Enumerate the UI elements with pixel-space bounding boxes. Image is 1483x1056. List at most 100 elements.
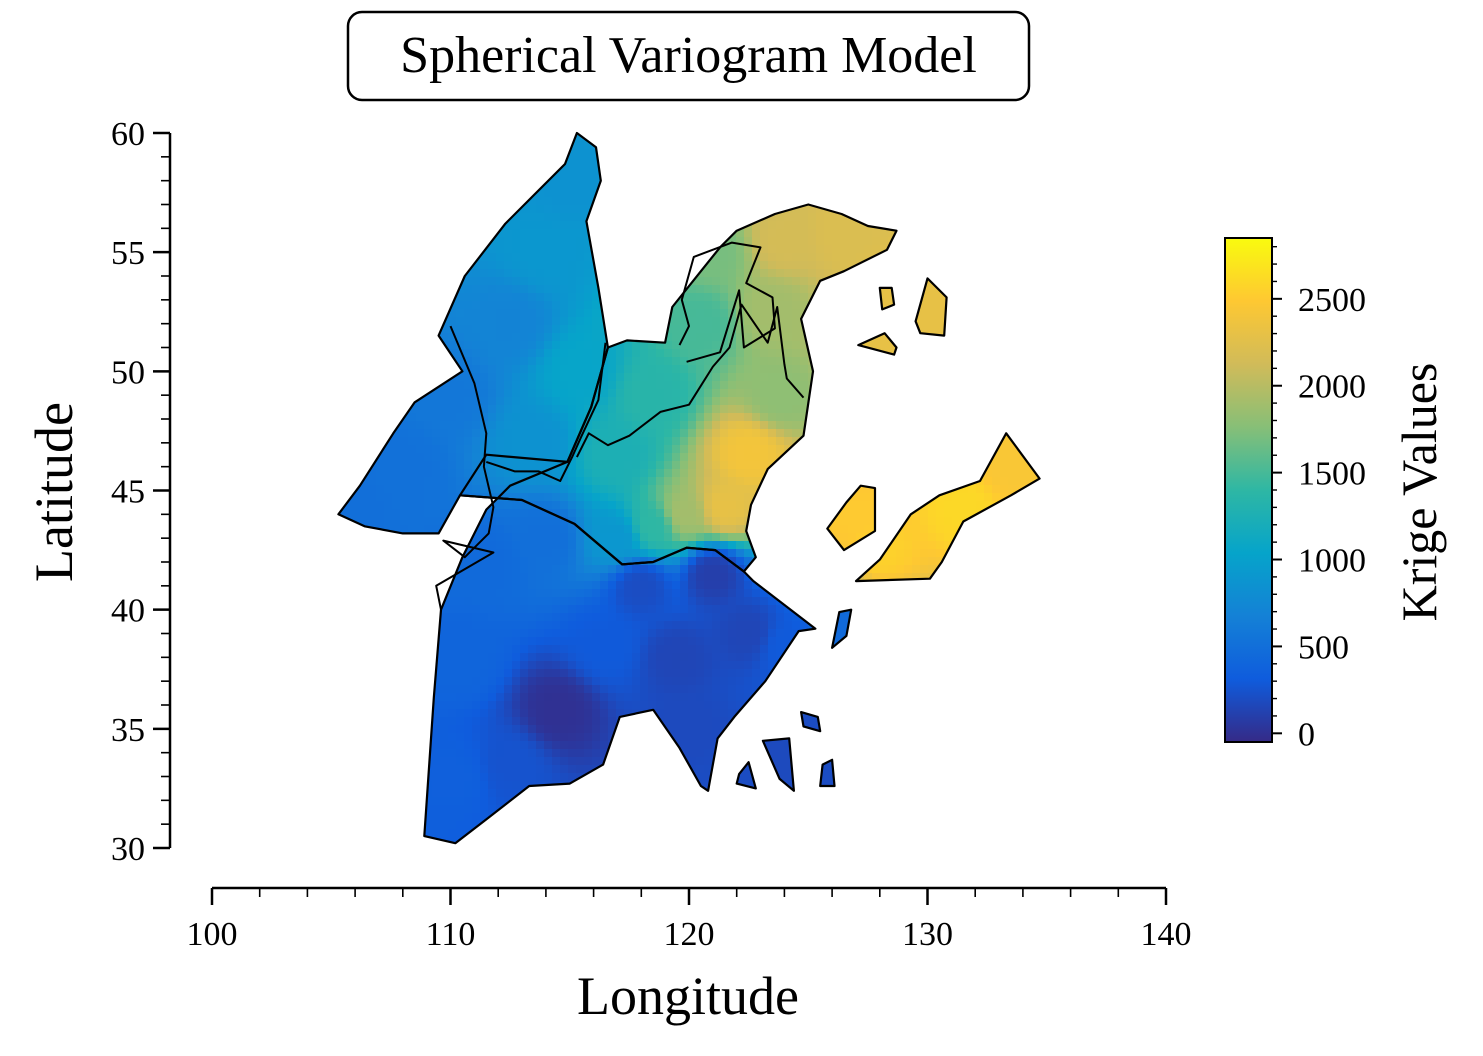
surface-cell <box>952 421 961 430</box>
surface-cell <box>744 325 753 334</box>
surface-cell <box>832 485 841 494</box>
surface-cell <box>888 165 897 174</box>
surface-cell <box>720 517 729 526</box>
surface-cell <box>944 165 953 174</box>
surface-cell <box>960 213 969 222</box>
surface-cell <box>984 485 993 494</box>
surface-cell <box>960 325 969 334</box>
surface-cell <box>592 429 601 438</box>
surface-cell <box>848 149 857 158</box>
surface-cell <box>392 149 401 158</box>
surface-cell <box>552 333 561 342</box>
surface-cell <box>920 253 929 262</box>
surface-cell <box>1024 381 1033 390</box>
surface-cell <box>656 165 665 174</box>
surface-cell <box>720 437 729 446</box>
surface-cell <box>784 325 793 334</box>
surface-cell <box>584 141 593 150</box>
surface-cell <box>928 429 937 438</box>
surface-cell <box>1008 197 1017 206</box>
surface-cell <box>1032 229 1040 238</box>
surface-cell <box>816 493 825 502</box>
surface-cell <box>472 429 481 438</box>
surface-cell <box>536 517 545 526</box>
surface-cell <box>592 557 601 566</box>
surface-cell <box>640 461 649 470</box>
surface-cell <box>480 181 489 190</box>
surface-cell <box>344 285 353 294</box>
surface-cell <box>792 253 801 262</box>
surface-cell <box>672 189 681 198</box>
surface-cell <box>752 245 761 254</box>
surface-cell <box>696 453 705 462</box>
surface-cell <box>536 237 545 246</box>
surface-cell <box>728 373 737 382</box>
surface-cell <box>320 333 329 342</box>
surface-cell <box>736 197 745 206</box>
surface-cell <box>712 293 721 302</box>
surface-cell <box>816 293 825 302</box>
surface-cell <box>376 389 385 398</box>
surface-cell <box>328 189 337 198</box>
surface-cell <box>960 189 969 198</box>
surface-cell <box>824 253 833 262</box>
surface-cell <box>920 133 929 142</box>
surface-cell <box>616 237 625 246</box>
surface-cell <box>360 141 369 150</box>
surface-cell <box>568 197 577 206</box>
surface-cell <box>752 445 761 454</box>
surface-cell <box>338 405 345 414</box>
surface-cell <box>368 301 377 310</box>
surface-cell <box>800 469 809 478</box>
surface-cell <box>968 141 977 150</box>
surface-cell <box>960 197 969 206</box>
surface-cell <box>472 285 481 294</box>
surface-cell <box>352 357 361 366</box>
surface-cell <box>808 245 817 254</box>
surface-cell <box>1048 541 1057 550</box>
surface-cell <box>1024 509 1033 518</box>
surface-cell <box>568 317 577 326</box>
surface-cell <box>496 429 505 438</box>
surface-cell <box>360 181 369 190</box>
surface-cell <box>456 229 465 238</box>
surface-cell <box>944 149 953 158</box>
surface-cell <box>1008 301 1017 310</box>
surface-cell <box>320 197 329 206</box>
surface-cell <box>424 309 433 318</box>
surface-cell <box>1040 501 1049 510</box>
surface-cell <box>608 285 617 294</box>
surface-cell <box>416 165 425 174</box>
surface-cell <box>424 221 433 230</box>
surface-cell <box>976 269 985 278</box>
surface-cell <box>568 469 577 478</box>
surface-cell <box>936 221 945 230</box>
surface-cell <box>640 533 649 542</box>
surface-cell <box>736 501 745 510</box>
surface-cell <box>856 189 865 198</box>
surface-cell <box>928 197 937 206</box>
surface-cell <box>584 157 593 166</box>
surface-cell <box>776 253 785 262</box>
surface-cell <box>632 325 641 334</box>
surface-cell <box>1000 413 1009 422</box>
surface-cell <box>672 197 681 206</box>
surface-cell <box>360 133 369 142</box>
surface-cell <box>848 525 857 534</box>
surface-cell <box>632 501 641 510</box>
surface-cell <box>848 533 857 542</box>
surface-cell <box>704 205 713 214</box>
surface-cell <box>408 453 417 462</box>
surface-cell <box>640 549 649 558</box>
surface-cell <box>408 557 417 566</box>
surface-cell <box>896 397 905 406</box>
surface-cell <box>512 493 521 502</box>
surface-cell <box>488 429 497 438</box>
surface-cell <box>872 341 881 350</box>
surface-cell <box>880 461 889 470</box>
surface-cell <box>696 301 705 310</box>
surface-cell <box>896 261 905 270</box>
surface-cell <box>984 373 993 382</box>
surface-cell <box>880 301 889 310</box>
surface-cell <box>584 357 593 366</box>
